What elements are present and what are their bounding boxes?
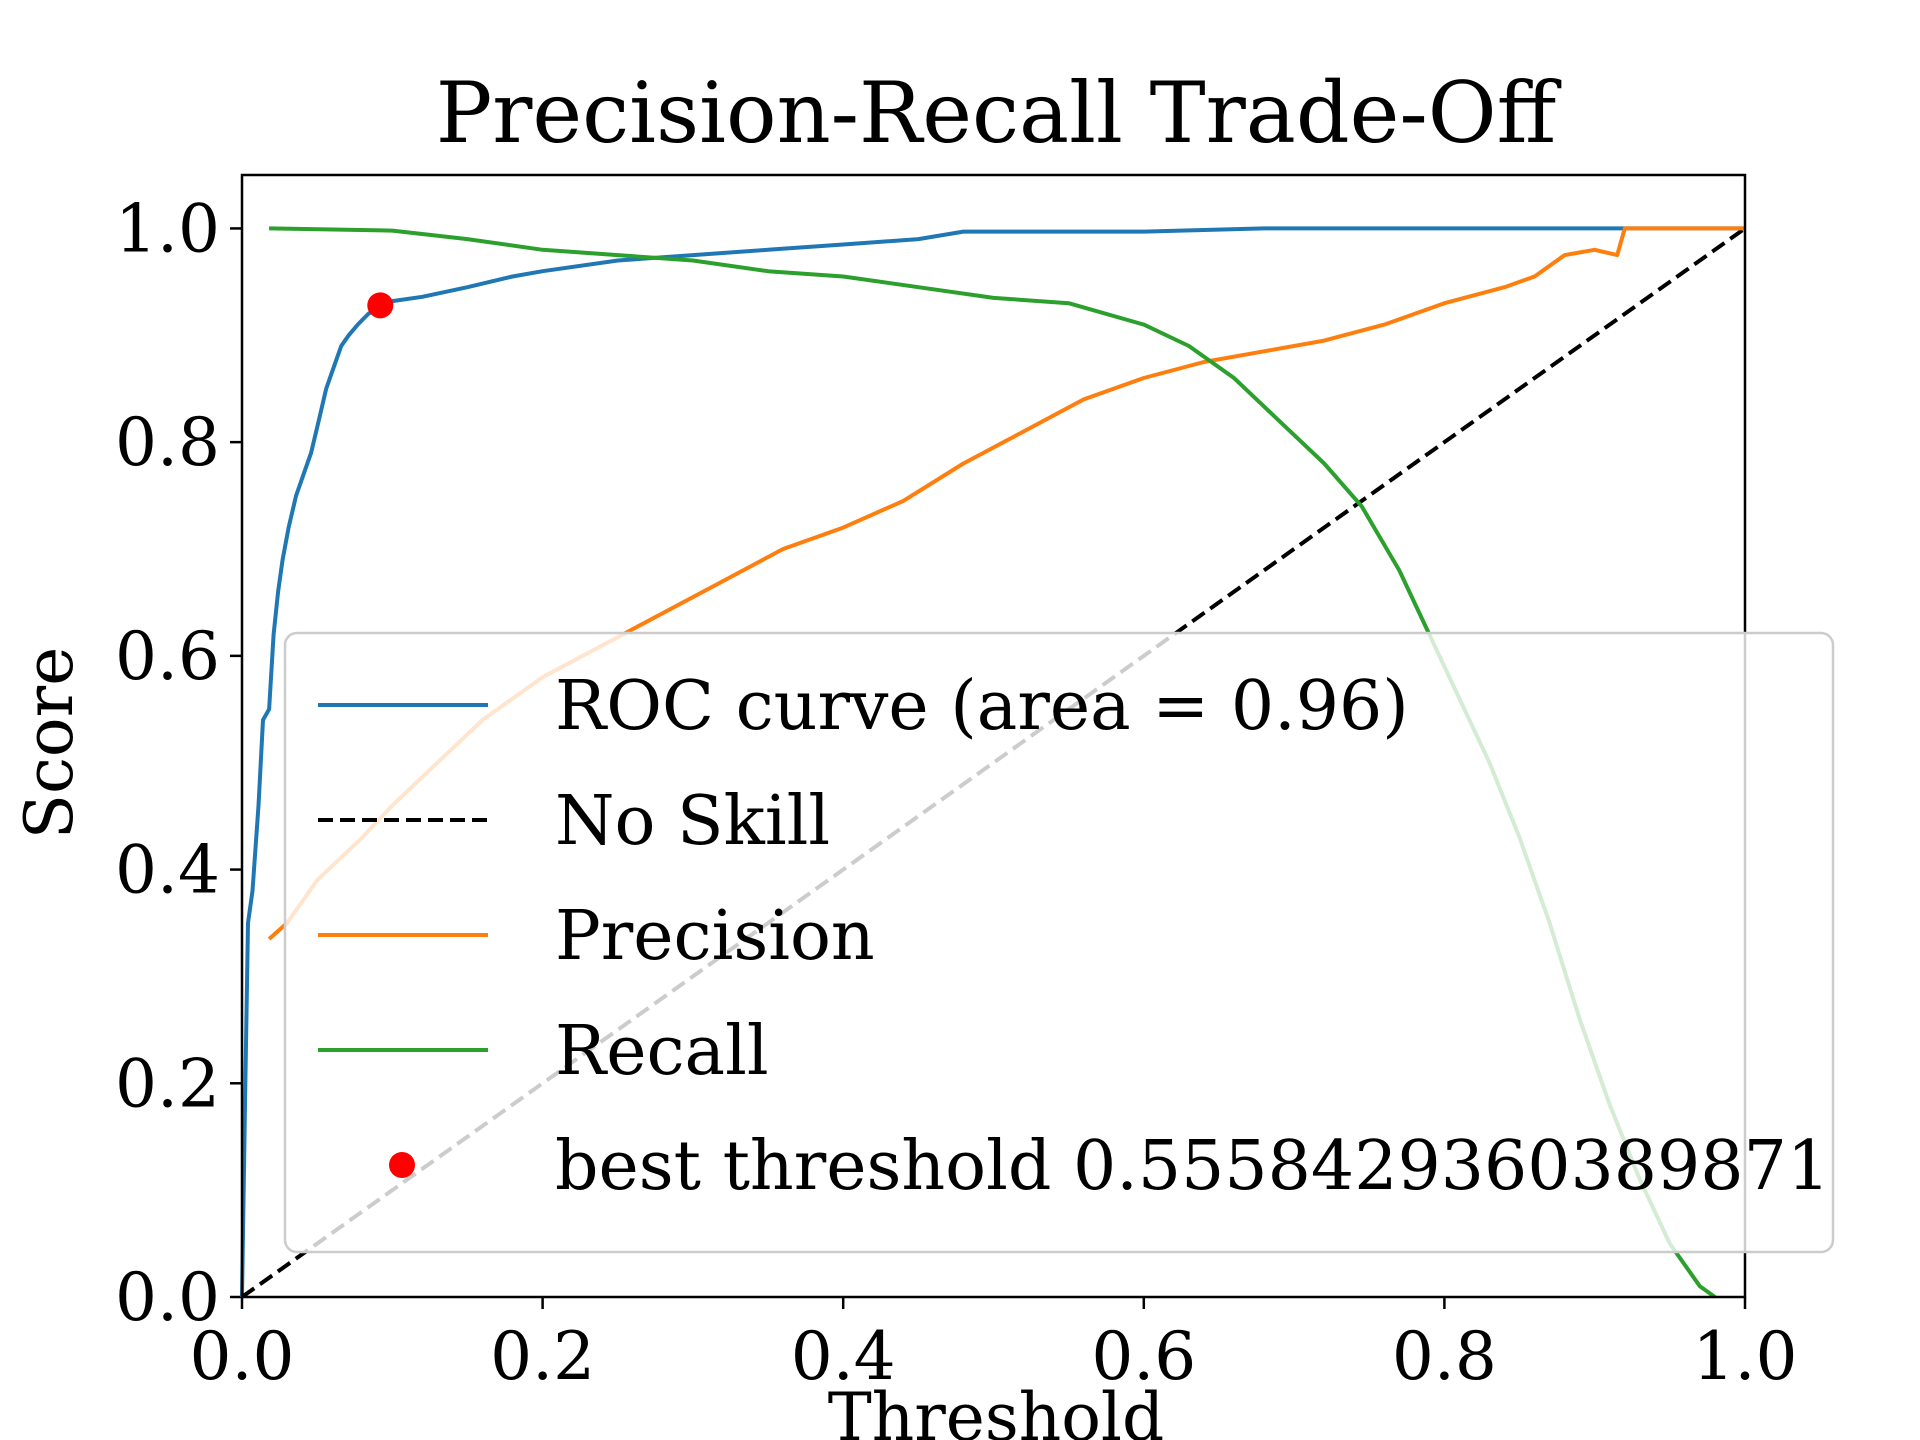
legend-label: ROC curve (area = 0.96)	[555, 667, 1409, 746]
y-tick-label: 1.0	[115, 190, 220, 267]
x-tick-label: 0.4	[791, 1318, 896, 1395]
x-tick-label: 0.6	[1091, 1318, 1196, 1395]
legend-marker	[389, 1152, 415, 1178]
x-tick-label: 0.2	[490, 1318, 595, 1395]
x-tick-label: 1.0	[1693, 1318, 1798, 1395]
x-tick-label: 0.8	[1392, 1318, 1497, 1395]
legend-label: Recall	[555, 1012, 769, 1091]
series-line-0	[240, 226, 1745, 1298]
x-axis-ticks: 0.0 0.2 0.4 0.6 0.8 1.0	[190, 1297, 1798, 1395]
y-axis-ticks: 0.0 0.2 0.4 0.6 0.8 1.0	[115, 190, 242, 1336]
x-axis-label: Threshold	[828, 1379, 1165, 1440]
legend-label: Precision	[555, 897, 875, 976]
best-threshold-point	[367, 292, 394, 319]
legend-label: best threshold 0.5558429360389871	[555, 1127, 1830, 1206]
y-tick-label: 0.2	[115, 1045, 220, 1122]
legend-entries: ROC curve (area = 0.96) No Skill Precision…	[318, 667, 1830, 1206]
legend-label: No Skill	[555, 782, 830, 861]
y-tick-label: 0.0	[115, 1259, 220, 1336]
y-tick-label: 0.4	[115, 832, 220, 909]
y-tick-label: 0.6	[115, 618, 220, 695]
legend: ROC curve (area = 0.96) No Skill Precision…	[283, 631, 1835, 1254]
legend-box	[283, 631, 1835, 1254]
chart-title: Precision-Recall Trade-Off	[436, 64, 1562, 162]
y-tick-label: 0.8	[115, 404, 220, 481]
x-tick-label: 0.0	[190, 1318, 295, 1395]
y-axis-label: Score	[11, 647, 88, 840]
